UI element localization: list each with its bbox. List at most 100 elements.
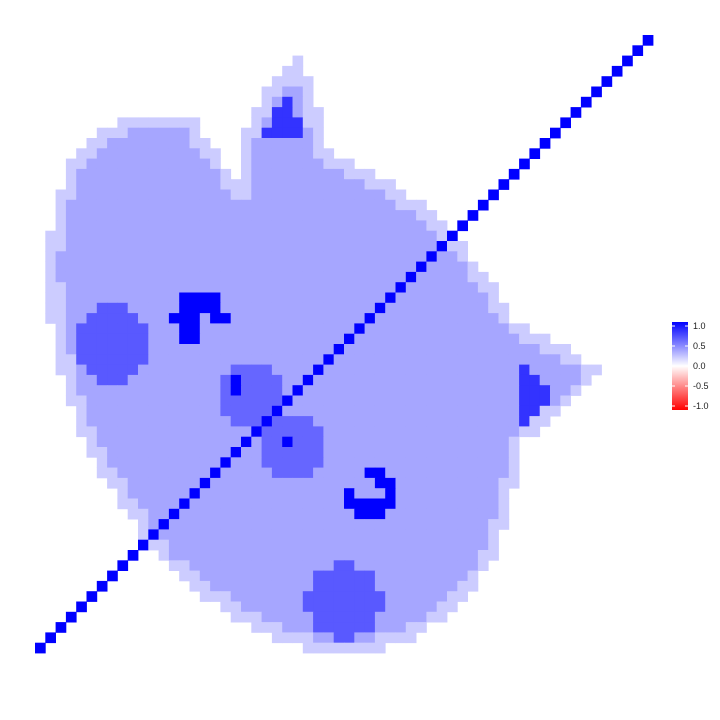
heatmap-cell: [365, 293, 376, 304]
heatmap-cell: [282, 179, 293, 190]
heatmap-cell: [437, 499, 448, 510]
heatmap-cell: [241, 159, 252, 170]
heatmap-cell: [437, 591, 448, 602]
heatmap-cell: [138, 117, 149, 128]
heatmap-cell: [282, 447, 293, 458]
heatmap-cell: [303, 488, 314, 499]
heatmap-cell: [303, 190, 314, 201]
heatmap-cell: [457, 396, 468, 407]
heatmap-cell: [282, 416, 293, 427]
heatmap-cell: [375, 220, 386, 231]
heatmap-cell: [138, 529, 149, 540]
heatmap-cell: [375, 571, 386, 582]
heatmap-cell: [56, 313, 67, 324]
heatmap-cell: [529, 406, 540, 417]
heatmap-cell: [190, 210, 201, 221]
heatmap-cell: [447, 334, 458, 345]
heatmap-cell: [385, 200, 396, 211]
diagonal-cell: [190, 488, 201, 499]
heatmap-cell: [313, 591, 324, 602]
heatmap-cell: [385, 509, 396, 520]
heatmap-cell: [262, 303, 273, 314]
heatmap-cell: [138, 334, 149, 345]
heatmap-cell: [148, 375, 159, 386]
heatmap-cell: [45, 282, 56, 293]
heatmap-cell: [365, 416, 376, 427]
heatmap-cell: [200, 138, 211, 149]
heatmap-cell: [117, 499, 128, 510]
heatmap-cell: [416, 612, 427, 623]
heatmap-cell: [396, 519, 407, 530]
heatmap-cell: [66, 385, 77, 396]
heatmap-cell: [437, 323, 448, 334]
heatmap-cell: [117, 282, 128, 293]
heatmap-cell: [200, 313, 211, 324]
heatmap-cell: [210, 447, 221, 458]
heatmap-cell: [148, 323, 159, 334]
diagonal-cell: [591, 87, 602, 98]
heatmap-cell: [365, 540, 376, 551]
heatmap-cell: [262, 231, 273, 242]
heatmap-cell: [179, 210, 190, 221]
heatmap-cell: [251, 344, 262, 355]
heatmap-cell: [262, 426, 273, 437]
heatmap-cell: [76, 344, 87, 355]
heatmap-cell: [282, 437, 293, 448]
heatmap-cell: [282, 128, 293, 139]
heatmap-cell: [303, 550, 314, 561]
heatmap-cell: [272, 76, 283, 87]
heatmap-cell: [488, 303, 499, 314]
heatmap-cell: [334, 396, 345, 407]
diagonal-cell: [457, 220, 468, 231]
heatmap-cell: [97, 303, 108, 314]
heatmap-cell: [365, 560, 376, 571]
heatmap-cell: [293, 159, 304, 170]
heatmap-cell: [117, 406, 128, 417]
heatmap-cell: [210, 344, 221, 355]
heatmap-cell: [87, 241, 98, 252]
heatmap-cell: [159, 365, 170, 376]
heatmap-cell: [220, 190, 231, 201]
heatmap-cell: [313, 334, 324, 345]
heatmap-cell: [468, 375, 479, 386]
heatmap-cell: [169, 478, 180, 489]
heatmap-cell: [293, 303, 304, 314]
heatmap-cell: [148, 447, 159, 458]
heatmap-cell: [251, 560, 262, 571]
heatmap-cell: [107, 179, 118, 190]
heatmap-cell: [220, 499, 231, 510]
heatmap-cell: [159, 117, 170, 128]
heatmap-cell: [148, 272, 159, 283]
heatmap-cell: [231, 426, 242, 437]
heatmap-cell: [66, 262, 77, 273]
heatmap-cell: [426, 385, 437, 396]
diagonal-cell: [385, 293, 396, 304]
heatmap-cell: [365, 612, 376, 623]
heatmap-cell: [220, 468, 231, 479]
heatmap-cell: [385, 323, 396, 334]
heatmap-cell: [169, 138, 180, 149]
heatmap-cell: [437, 519, 448, 530]
heatmap-cell: [241, 262, 252, 273]
heatmap-cell: [313, 406, 324, 417]
heatmap-cell: [468, 581, 479, 592]
heatmap-cell: [334, 540, 345, 551]
heatmap-cell: [447, 550, 458, 561]
heatmap-cell: [447, 385, 458, 396]
heatmap-cell: [107, 293, 118, 304]
heatmap-cell: [344, 251, 355, 262]
heatmap-cell: [179, 200, 190, 211]
heatmap-cell: [138, 190, 149, 201]
colorbar-tick-label: 1.0: [693, 321, 706, 331]
heatmap-cell: [447, 365, 458, 376]
heatmap-cell: [241, 272, 252, 283]
heatmap-cell: [540, 375, 551, 386]
heatmap-cell: [447, 488, 458, 499]
heatmap-cell: [159, 231, 170, 242]
heatmap-cell: [220, 591, 231, 602]
heatmap-cell: [97, 148, 108, 159]
heatmap-cell: [468, 365, 479, 376]
heatmap-cell: [303, 612, 314, 623]
heatmap-cell: [560, 365, 571, 376]
heatmap-cell: [303, 323, 314, 334]
